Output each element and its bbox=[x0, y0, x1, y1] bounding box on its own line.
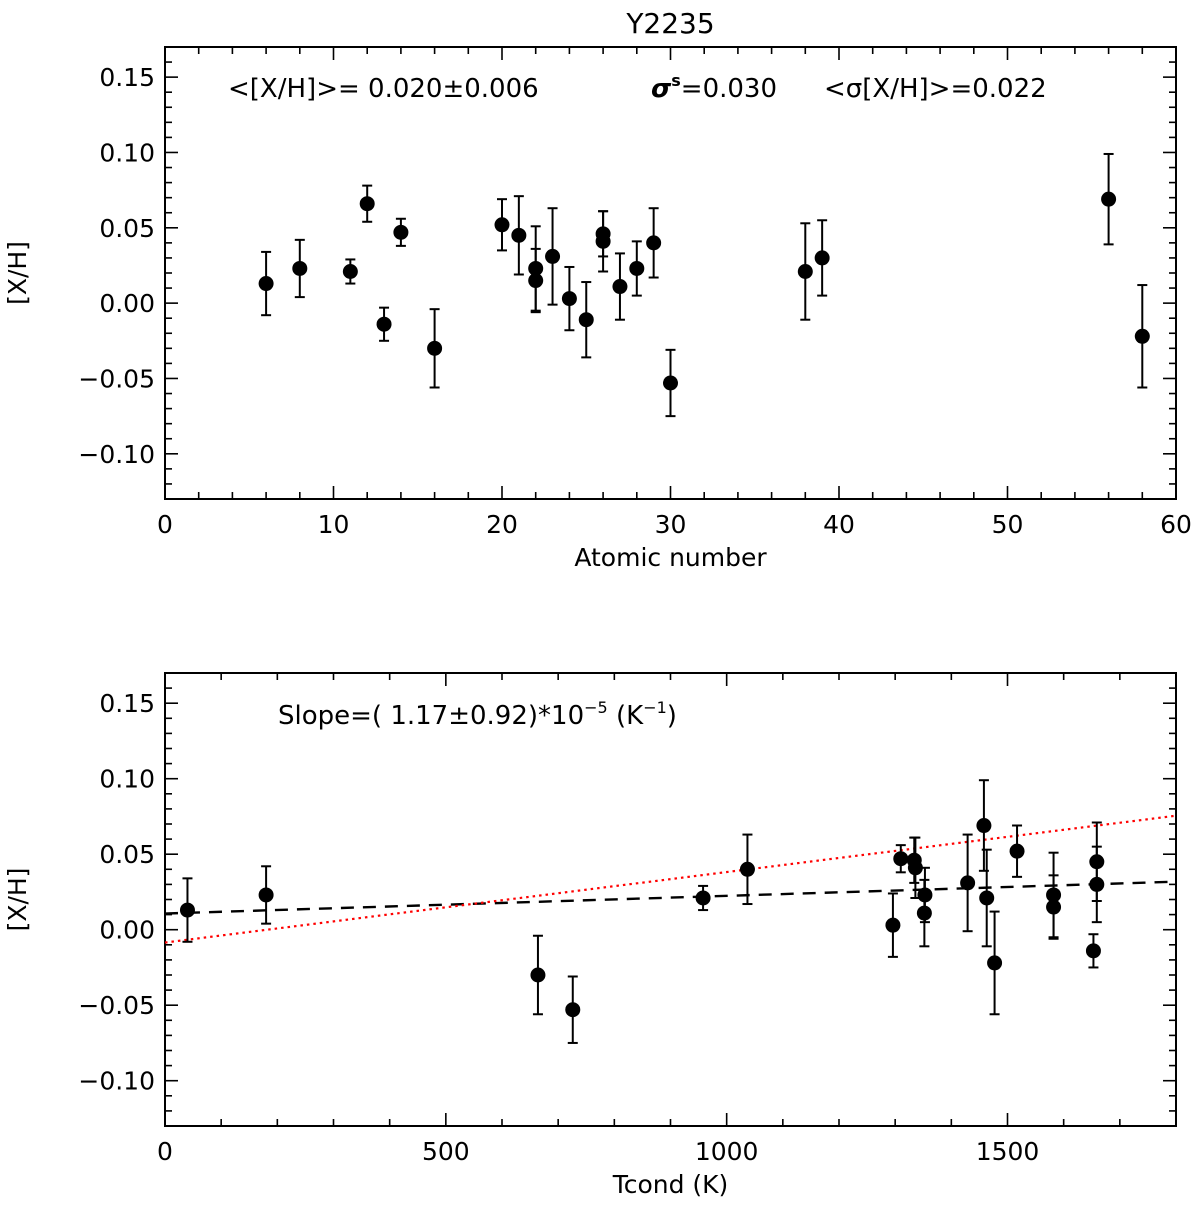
plot-frame bbox=[164, 672, 1177, 1127]
data-point bbox=[646, 235, 662, 251]
x-tick-label: 60 bbox=[1160, 510, 1192, 539]
y-tick-label: 0.00 bbox=[99, 916, 155, 945]
data-point bbox=[595, 233, 611, 249]
x-tick-label: 10 bbox=[318, 510, 350, 539]
data-point bbox=[179, 902, 195, 918]
data-point bbox=[565, 1002, 581, 1018]
y-tick-label: −0.10 bbox=[78, 1067, 155, 1096]
x-tick-label: 1000 bbox=[695, 1137, 759, 1166]
y-axis-label: [X/H] bbox=[3, 241, 32, 305]
mean-abundance-label: <[X/H]>= 0.020±0.006 bbox=[228, 74, 539, 104]
data-point bbox=[1089, 876, 1105, 892]
y-tick-label: 0.15 bbox=[99, 689, 155, 718]
panel-atomic-number: 0 10 20 30 40 50 60 0.15 0.10 0.05 0.00 −0.05 −0.10 A… bbox=[3, 7, 1192, 572]
fit-line-dotted bbox=[164, 814, 1177, 944]
data-point bbox=[739, 861, 755, 877]
data-point bbox=[663, 375, 678, 391]
data-point bbox=[494, 217, 510, 233]
x-tick-label: 500 bbox=[422, 1137, 470, 1166]
data-point bbox=[545, 248, 561, 264]
data-point bbox=[342, 263, 358, 279]
data-point bbox=[393, 224, 409, 240]
x-tick-label: 0 bbox=[157, 1137, 173, 1166]
data-point bbox=[292, 260, 308, 276]
data-point bbox=[561, 291, 577, 307]
data-point bbox=[258, 276, 274, 292]
x-axis-label: Tcond (K) bbox=[612, 1170, 729, 1199]
data-point bbox=[376, 316, 392, 332]
data-point bbox=[814, 250, 830, 266]
x-tick-label: 40 bbox=[823, 510, 855, 539]
data-point bbox=[530, 967, 546, 983]
data-point bbox=[916, 905, 932, 921]
data-point bbox=[612, 279, 628, 295]
y-tick-label: 0.00 bbox=[99, 289, 155, 318]
x-tick-label: 30 bbox=[655, 510, 687, 539]
y-tick-label: −0.10 bbox=[78, 440, 155, 469]
x-tick-label: 0 bbox=[157, 510, 173, 539]
data-point bbox=[1085, 943, 1101, 959]
data-point bbox=[893, 851, 909, 867]
data-point bbox=[907, 860, 923, 876]
data-point bbox=[359, 196, 375, 212]
y-tick-label: 0.05 bbox=[99, 214, 155, 243]
data-point bbox=[1046, 899, 1062, 915]
fit-line-dashed bbox=[164, 880, 1177, 915]
data-point bbox=[427, 340, 443, 356]
y-tick-label: 0.05 bbox=[99, 840, 155, 869]
y-axis-label: [X/H] bbox=[3, 868, 32, 932]
x-axis-label: Atomic number bbox=[574, 543, 767, 572]
data-point bbox=[578, 312, 594, 328]
x-tick-label: 20 bbox=[486, 510, 518, 539]
data-point bbox=[960, 875, 976, 891]
scatter-sigma-label: σs=0.030 bbox=[651, 71, 777, 104]
x-tick-label: 1500 bbox=[976, 1137, 1040, 1166]
data-point bbox=[258, 887, 274, 903]
data-point bbox=[885, 917, 901, 933]
data-point bbox=[1101, 191, 1117, 207]
data-point bbox=[695, 890, 711, 906]
data-point bbox=[629, 260, 645, 276]
y-tick-label: −0.05 bbox=[78, 991, 155, 1020]
data-point bbox=[1009, 843, 1025, 859]
plot-frame bbox=[164, 46, 1177, 500]
y-tick-label: 0.10 bbox=[99, 138, 155, 167]
panel-tcond: 0 500 1000 1500 0.15 0.10 0.05 0.00 −0.05 −0.10 Tc… bbox=[3, 672, 1177, 1199]
data-point bbox=[1134, 328, 1150, 344]
chart-title: Y2235 bbox=[625, 7, 714, 40]
x-tick-label: 50 bbox=[992, 510, 1024, 539]
data-point bbox=[987, 955, 1003, 971]
data-point bbox=[528, 273, 544, 289]
y-tick-label: −0.05 bbox=[78, 364, 155, 393]
mean-error-label: <σ[X/H]>=0.022 bbox=[824, 74, 1047, 104]
slope-label: Slope=( 1.17±0.92)*10−5 (K−1) bbox=[278, 698, 677, 731]
data-point bbox=[511, 227, 527, 243]
y-tick-label: 0.10 bbox=[99, 765, 155, 794]
data-point bbox=[797, 263, 813, 279]
data-point bbox=[979, 890, 995, 906]
y-tick-label: 0.15 bbox=[99, 63, 155, 92]
data-point bbox=[976, 818, 992, 834]
